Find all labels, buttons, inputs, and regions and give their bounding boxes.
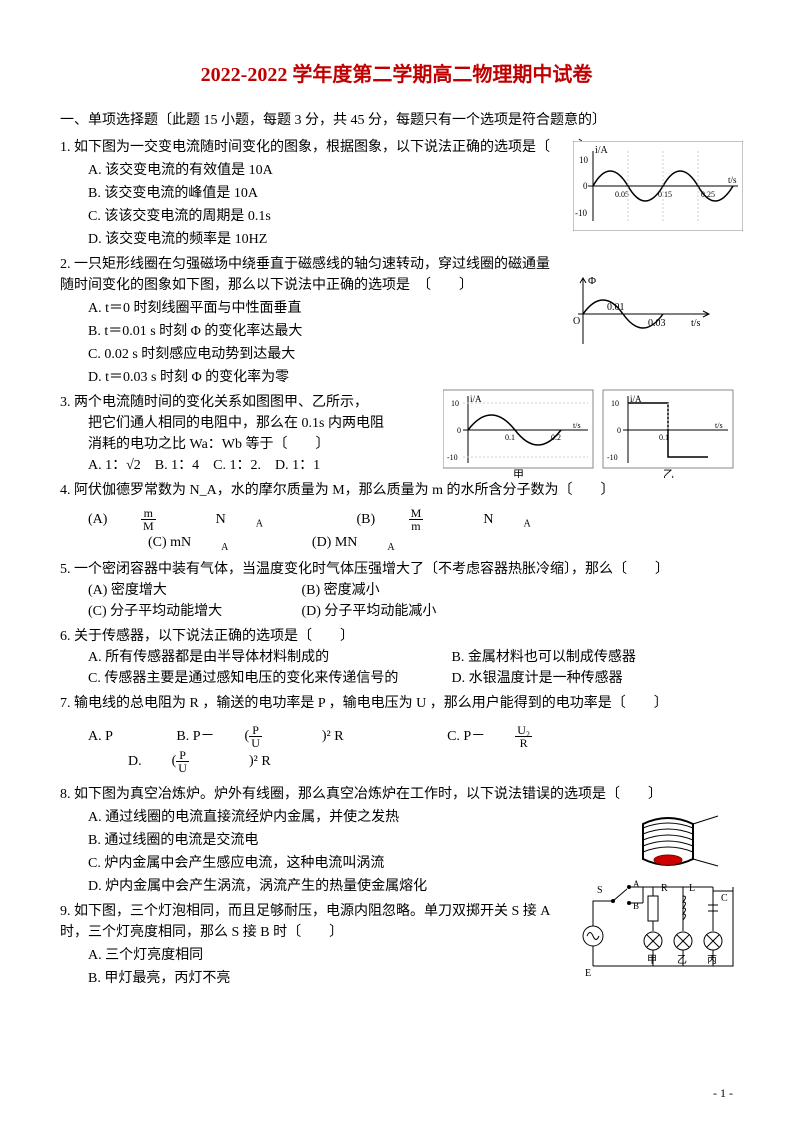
q1-opt-a: A. 该交变电流的有效值是 10A: [88, 160, 468, 181]
q4-opt-d: (D) MNA: [312, 532, 395, 555]
q3a-x2: 0.2: [551, 433, 561, 442]
q9-lbl-e: E: [585, 968, 591, 979]
q3a-cap: 甲: [513, 469, 524, 478]
q5-stem: 5. 一个密闭容器中装有气体，当温度变化时气体压强增大了〔不考虑容器热胀冷缩〕，…: [60, 559, 733, 580]
q2-opt-c: C. 0.02 s 时刻感应电动势到达最大: [88, 344, 468, 365]
q3b-x1: 0.1: [659, 433, 669, 442]
q3-opts: A. 1：√2 B. 1：4 C. 1：2. D. 1：1: [60, 455, 400, 476]
q8-opt-a: A. 通过线圈的电流直接流经炉内金属，并使之发热: [88, 807, 548, 828]
q5-opt-d: (D) 分子平均动能减小: [302, 601, 437, 622]
q3-charts: i/A 10 0 -10 0.1 0.2 t/s 甲 i/A 10 0 -10: [443, 388, 743, 478]
q7-opt-a: A. P: [88, 726, 113, 747]
q9-lbl-l: L: [689, 883, 695, 894]
q3-stem2: 把它们通人相同的电阻中，那么在 0.1s 内两电阻: [60, 413, 400, 434]
q2-opt-a: A. t＝0 时刻线圈平面与中性面垂直: [88, 298, 468, 319]
q2-opt-d: D. t＝0.03 s 时刻 Φ 的变化率为零: [88, 367, 468, 388]
q2-chart: Φ O 0.01 0.03 t/s: [563, 274, 713, 349]
question-9: 9. 如下图，三个灯泡相同，而且足够耐压，电源内阻忽略。单刀双掷开关 S 接 A…: [60, 901, 733, 989]
q2-xt2: 0.03: [648, 318, 666, 329]
q5-opt-b: (B) 密度减小: [302, 580, 380, 601]
q3b-y1: 0: [617, 426, 621, 435]
q3b-y2: 10: [611, 399, 619, 408]
q3-stem3: 消耗的电功之比 Wa：Wb 等于〔 〕: [60, 434, 400, 455]
question-1: 1. 如下图为一交变电流随时间变化的图象，根据图象，以下说法正确的选项是〔 〕 …: [60, 137, 733, 250]
q2-xt1: 0.01: [607, 302, 625, 313]
q9-opt-a: A. 三个灯亮度相同: [88, 945, 468, 966]
q1-ylabel: i/A: [595, 145, 609, 156]
q7-opt-b: B. P－(PU)² R: [176, 724, 373, 749]
q7-opt-c: C. P－U₂R: [447, 724, 592, 749]
q8-opt-c: C. 炉内金属中会产生感应电流，这种电流叫涡流: [88, 853, 548, 874]
q2-opt-b: B. t＝0.01 s 时刻 Φ 的变化率达最大: [88, 321, 468, 342]
q3a-y0: -10: [447, 453, 458, 462]
q3b-y0: -10: [607, 453, 618, 462]
q5-opt-a: (A) 密度增大: [88, 580, 268, 601]
q3b-xlabel: t/s: [715, 421, 723, 430]
q3-stem1: 3. 两个电流随时间的变化关系如图图甲、乙所示，: [60, 392, 400, 413]
q1-chart: i/A 10 0 -10 0.05 0.15 0.25 t/s: [573, 141, 743, 231]
q7-opt-d: D. (PU)² R: [128, 749, 301, 774]
q3a-x1: 0.1: [505, 433, 515, 442]
q8-stem: 8. 如下图为真空冶炼炉。炉外有线圈，那么真空冶炼炉在工作时，以下说法错误的选项…: [60, 784, 733, 805]
page-title: 2022-2022 学年度第二学期高二物理期中试卷: [60, 60, 733, 90]
q1-opt-d: D. 该交变电流的频率是 10HZ: [88, 229, 468, 250]
q9-lbl-c: C: [721, 893, 728, 904]
q1-xt1: 0.05: [615, 190, 629, 199]
q1-yt0: 0: [583, 181, 588, 191]
q9-fig: S A B R L C: [573, 871, 743, 981]
q7-stem: 7. 输电线的总电阻为 R ，输送的电功率是 P ，输电电压为 U ，那么用户能…: [60, 693, 733, 714]
q9-lbl-yi: 乙: [677, 954, 687, 966]
q4-opt-c: (C) mNA: [148, 532, 228, 555]
question-3: 3. 两个电流随时间的变化关系如图图甲、乙所示， 把它们通人相同的电阻中，那么在…: [60, 392, 733, 476]
q6-opt-b: B. 金属材料也可以制成传感器: [452, 647, 636, 668]
q3a-y2: 10: [451, 399, 459, 408]
q4-stem: 4. 阿伏伽德罗常数为 N_A，水的摩尔质量为 M，那么质量为 m 的水所含分子…: [60, 480, 733, 501]
q1-xt2: 0.15: [658, 190, 672, 199]
page-number: - 1 -: [713, 1084, 733, 1102]
q3b-cap: 乙: [663, 468, 674, 478]
q1-xlabel: t/s: [728, 175, 737, 185]
q6-stem: 6. 关于传感器，以下说法正确的选项是〔 〕: [60, 626, 733, 647]
q3a-y1: 0: [457, 426, 461, 435]
q6-opt-d: D. 水银温度计是一种传感器: [452, 668, 623, 689]
q8-fig: [633, 804, 723, 874]
q8-opt-d: D. 炉内金属中会产生涡流，涡流产生的热量使金属熔化: [88, 876, 548, 897]
q6-opt-c: C. 传感器主要是通过感知电压的变化来传递信号的: [88, 668, 418, 689]
q2-origin: O: [573, 316, 580, 327]
q6-opt-a: A. 所有传感器都是由半导体材料制成的: [88, 647, 418, 668]
q8-opt-b: B. 通过线圈的电流是交流电: [88, 830, 548, 851]
q9-lbl-r: R: [661, 883, 668, 894]
q9-lbl-jia: 甲: [647, 955, 657, 966]
q9-lbl-bing: 丙: [707, 955, 717, 966]
q5-opt-c: (C) 分子平均动能增大: [88, 601, 268, 622]
q4-opt-b: (B) Mm NA: [356, 507, 530, 532]
question-4: 4. 阿伏伽德罗常数为 N_A，水的摩尔质量为 M，那么质量为 m 的水所含分子…: [60, 480, 733, 555]
q1-xt3: 0.25: [701, 190, 715, 199]
question-7: 7. 输电线的总电阻为 R ，输送的电功率是 P ，输电电压为 U ，那么用户能…: [60, 693, 733, 774]
q1-opt-b: B. 该交变电流的峰值是 10A: [88, 183, 468, 204]
question-6: 6. 关于传感器，以下说法正确的选项是〔 〕 A. 所有传感器都是由半导体材料制…: [60, 626, 733, 689]
q1-yt1: 10: [579, 155, 589, 165]
q9-lbl-s: S: [597, 885, 603, 896]
q4-opt-a: (A) mM NA: [88, 507, 263, 532]
q3a-xlabel: t/s: [573, 421, 581, 430]
q1-ytm: -10: [575, 208, 587, 218]
question-2: 2. 一只矩形线圈在匀强磁场中绕垂直于磁感线的轴匀速转动，穿过线圈的磁通量随时间…: [60, 254, 733, 388]
q2-xlabel: t/s: [691, 318, 701, 329]
q2-ylabel: Φ: [588, 275, 596, 287]
q9-opt-b: B. 甲灯最亮，丙灯不亮: [88, 968, 468, 989]
q1-opt-c: C. 该该交变电流的周期是 0.1s: [88, 206, 468, 227]
question-5: 5. 一个密闭容器中装有气体，当温度变化时气体压强增大了〔不考虑容器热胀冷缩〕，…: [60, 559, 733, 622]
section-heading: 一、单项选择题〔此题 15 小题，每题 3 分，共 45 分，每题只有一个选项是…: [60, 110, 733, 131]
